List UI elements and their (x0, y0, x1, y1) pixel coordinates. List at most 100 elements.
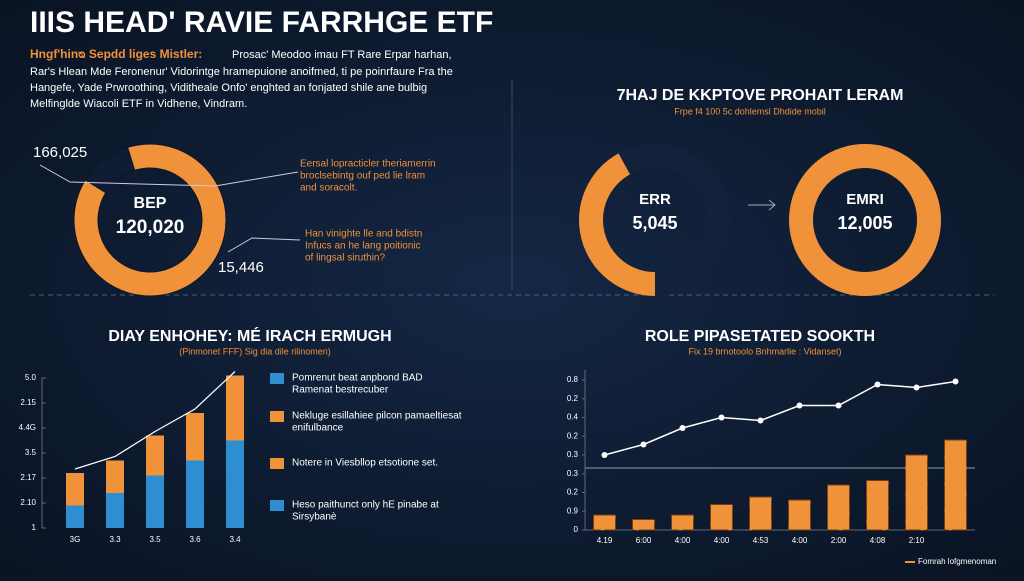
y-tick-label: 0.8 (567, 375, 579, 384)
legend-swatch (270, 411, 284, 422)
point (718, 414, 725, 421)
bar-segment (66, 473, 84, 506)
annotation: 166,025 (33, 144, 87, 161)
x-tick-label: 4:53 (753, 536, 769, 545)
text-line: and soracolt. (300, 183, 357, 194)
text-line: Nekluge esillahiee pilcon pamaeltiesat (292, 411, 462, 422)
x-tick-label: 4.19 (597, 536, 613, 545)
legend-swatch (270, 373, 284, 384)
bar-segment (146, 475, 164, 528)
point (874, 381, 881, 388)
intro-line: Prosac' Meodoo imau FT Rare Erpar harhan… (232, 49, 452, 61)
point (913, 384, 920, 391)
coin-stack (944, 439, 967, 531)
intro-line: Melfinglde Wiacoli ETF in Vidhene, Vindr… (30, 98, 247, 110)
text-line: Han vinighte lle and bdistn (305, 229, 422, 240)
legend-swatch (270, 500, 284, 511)
point (757, 417, 764, 424)
donut-arc (579, 153, 655, 296)
text-line: Sirsybanè (292, 512, 337, 523)
donut-label: ERR (639, 191, 671, 208)
bar-segment (186, 413, 204, 461)
y-tick-label: 0.2 (567, 488, 579, 497)
coin-stack (593, 514, 616, 531)
legend-swatch (270, 458, 284, 469)
text-line: Eersal lopracticler theriamerrin (300, 159, 436, 170)
donut-segment (73, 143, 227, 297)
x-tick-label: 4:08 (870, 536, 886, 545)
y-tick-label: 0.2 (567, 394, 579, 403)
center-value: 120,020 (116, 217, 185, 238)
x-tick-label: 3G (70, 535, 81, 544)
point (796, 402, 803, 409)
point (679, 425, 686, 431)
intro-lead: Hngf'hinᴓ Sepdd liges Mistler: (30, 47, 202, 61)
coin-stack (788, 499, 811, 531)
y-tick-label: 0.9 (567, 506, 579, 515)
arrow (748, 199, 776, 211)
donut-segment (84, 146, 136, 194)
x-tick-label: 3.6 (189, 535, 201, 544)
x-tick-label: 4:00 (792, 536, 808, 545)
panel-subtitle: (Pinmonet FFF) Sig dia dile rilinomen) (179, 346, 331, 356)
value-label: 15,446 (218, 259, 264, 276)
donut-value: 12,005 (837, 213, 892, 233)
x-tick-label: 4:00 (714, 536, 730, 545)
y-tick-label: 5.0 (25, 373, 37, 382)
donut-label: EMRI (846, 191, 884, 208)
text-line: Pomrenut beat anpbond BAD (292, 373, 423, 384)
callout-line (39, 164, 216, 187)
charts: BEP 120,020 15,446 166,025 Eersal lopracticl… (19, 87, 997, 566)
bar-segment (226, 440, 244, 528)
bar-segment (106, 460, 124, 493)
coin-stack (866, 480, 889, 531)
text-line: Ramenat bestrecuber (292, 385, 389, 396)
panel-subtitle: Frpe f4 100 5c dohlemsl Dhdide mobil (674, 106, 826, 116)
point (640, 441, 647, 448)
coin-stack (749, 496, 772, 531)
y-tick-label: 0.4 (567, 413, 579, 422)
x-tick-label: 2:00 (831, 536, 847, 545)
panel-title: DIAY ENHOHEY: MÉ IRACH ERMUGH (108, 326, 391, 345)
y-tick-label: 2.10 (20, 498, 36, 507)
text-line: Infucs an he lang poitionic (305, 241, 421, 252)
y-tick-label: 2.15 (20, 398, 36, 407)
panel-title: 7HAJ DE KKPTOVE PROHAIT LERAM (617, 87, 904, 104)
text-line: broclsebintg ouf ped lie lram (300, 171, 425, 182)
trend-line (74, 371, 236, 470)
coin-stack (632, 519, 655, 531)
coin-stack (671, 514, 694, 531)
point (952, 378, 959, 385)
text-line: enifulbance (292, 423, 344, 434)
y-tick-label: 4.4G (19, 423, 36, 432)
donut-arc (789, 144, 942, 296)
y-tick-label: 0.2 (567, 431, 579, 440)
bar-segment (186, 460, 204, 528)
coin-stack (827, 484, 850, 531)
y-tick-label: 0 (574, 525, 579, 534)
x-tick-label: 3.3 (109, 535, 121, 544)
bar-segment (226, 375, 244, 441)
coin-stack (905, 454, 928, 531)
x-tick-label: 6:00 (636, 536, 652, 545)
title: IIIS HEAD' RAVIE FARRHGE ETF (30, 6, 493, 39)
center-label: BEP (134, 195, 167, 212)
bar-segment (106, 493, 124, 528)
intro-line: Hangefe, Yade Prwroothing, Viditheale On… (30, 82, 427, 94)
text-line: Heso paithunct only hE pinabe at (292, 500, 439, 511)
panel-subtitle: Fix 19 brnotoolo Bnhmarlie : Vidanset) (689, 346, 842, 356)
bar-segment (146, 435, 164, 476)
donut-value: 5,045 (632, 213, 677, 233)
x-tick-label: 3.5 (149, 535, 161, 544)
text-line: Notere in Viesbllop etsotione set. (292, 458, 438, 469)
point (601, 452, 608, 458)
y-tick-label: 1 (32, 523, 37, 532)
panel-title: ROLE PIPASETATED SOOKTH (645, 328, 875, 345)
legend-label: Fomrah lofgmenoman (918, 557, 996, 566)
callout-line (214, 171, 299, 187)
y-tick-label: 3.5 (25, 448, 37, 457)
intro-line: Rar's Hlean Mde Feronenur' Vidorintge hr… (30, 66, 453, 78)
x-tick-label: 2:10 (909, 536, 925, 545)
x-tick-label: 3.4 (229, 535, 241, 544)
